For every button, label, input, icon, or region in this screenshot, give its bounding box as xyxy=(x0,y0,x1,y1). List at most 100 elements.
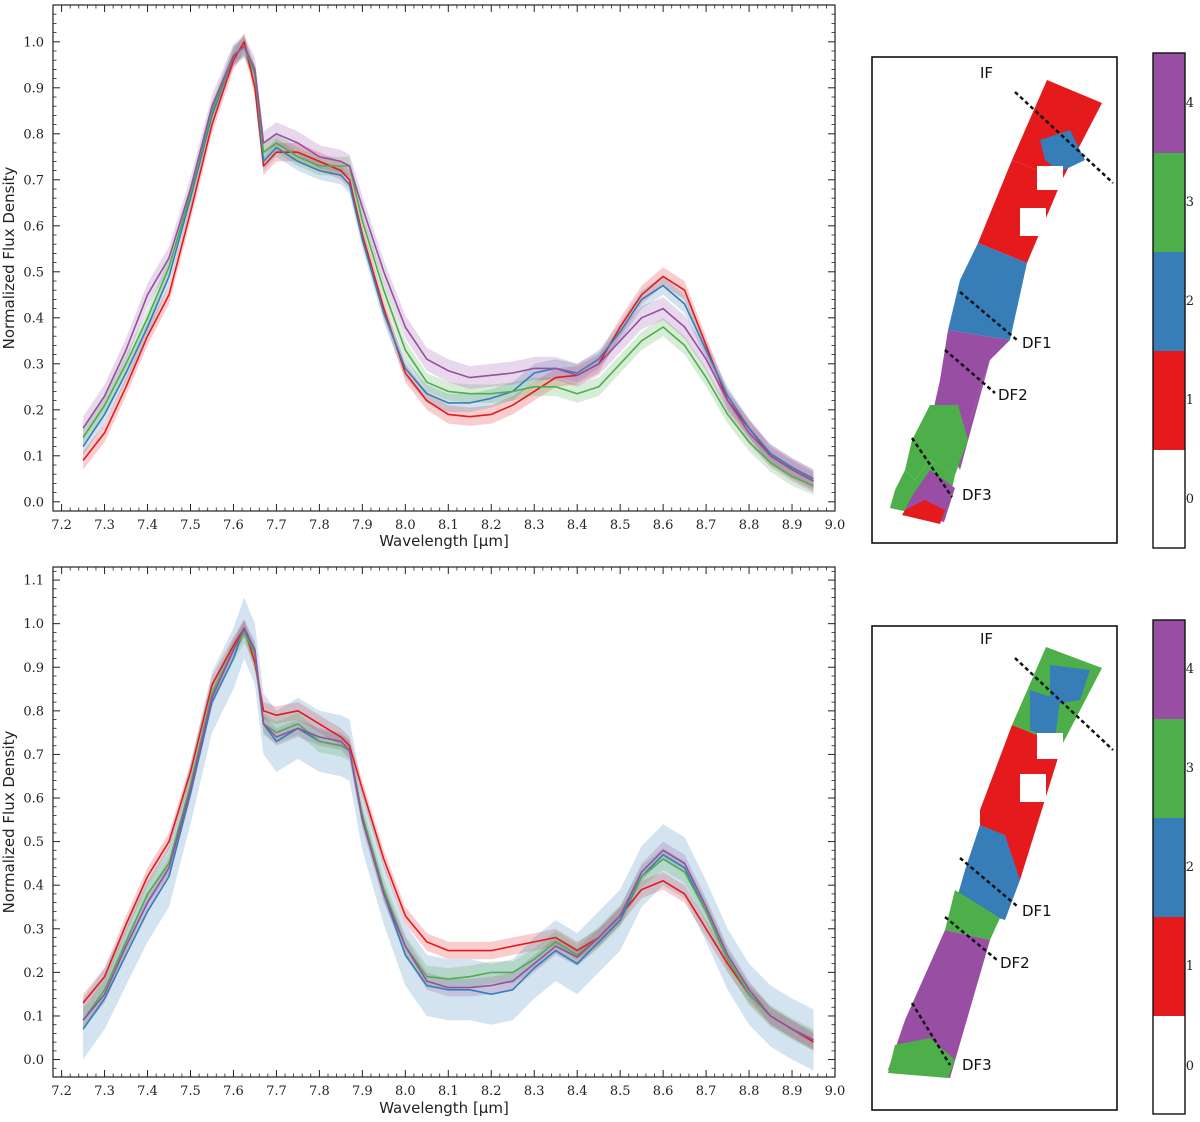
map-region-cluster-2 xyxy=(948,243,1027,340)
map-region-cluster-4 xyxy=(888,930,990,1078)
series-line-4 xyxy=(82,627,814,1041)
series-line-3 xyxy=(82,45,814,487)
x-tick-label: 8.8 xyxy=(739,518,760,533)
y-tick-label: 0.2 xyxy=(23,403,44,418)
uncertainty-band-series-2 xyxy=(83,597,814,1071)
x-tick-label: 8.1 xyxy=(438,1084,459,1099)
top-series-lines xyxy=(82,40,814,487)
y-tick-label: 1.0 xyxy=(23,617,44,632)
x-tick-label: 8.3 xyxy=(524,518,545,533)
y-tick-label: 0.7 xyxy=(23,173,44,188)
x-tick-label: 8.9 xyxy=(782,518,803,533)
x-tick-label: 7.2 xyxy=(51,1084,72,1099)
map-region-cluster-1 xyxy=(902,500,945,524)
x-tick-label: 9.0 xyxy=(825,1084,846,1099)
series-line-1 xyxy=(82,40,814,482)
top-y-axis-label: Normalized Flux Density xyxy=(0,166,18,349)
x-tick-label: 7.4 xyxy=(137,518,158,533)
series-line-1 xyxy=(82,627,814,1043)
colorbar-swatch-2 xyxy=(1153,818,1185,917)
series-line-4 xyxy=(82,45,814,482)
map-line-df2 xyxy=(944,916,998,961)
map-label-df2: DF2 xyxy=(1000,954,1030,972)
bottom-colorbar: 0 1 2 3 4 xyxy=(1152,619,1194,1115)
y-tick-label: 0.2 xyxy=(23,966,44,981)
series-line-2 xyxy=(82,45,814,480)
x-tick-label: 7.7 xyxy=(266,1084,287,1099)
y-tick-label: 0.7 xyxy=(23,748,44,763)
colorbar-swatch-0 xyxy=(1153,450,1185,548)
x-tick-label: 8.7 xyxy=(696,1084,717,1099)
x-tick-label: 7.3 xyxy=(94,518,115,533)
x-tick-label: 7.5 xyxy=(180,518,201,533)
x-tick-label: 8.5 xyxy=(610,1084,631,1099)
x-tick-label: 7.2 xyxy=(51,518,72,533)
x-tick-label: 7.7 xyxy=(266,518,287,533)
x-tick-label: 8.2 xyxy=(481,518,502,533)
map-label-df1: DF1 xyxy=(1022,902,1052,920)
map-label-if: IF xyxy=(980,64,993,82)
y-tick-label: 1.1 xyxy=(23,574,44,589)
series-line-3 xyxy=(82,631,814,1041)
y-tick-label: 0.1 xyxy=(23,1009,44,1024)
series-line-2 xyxy=(82,627,814,1041)
y-tick-label: 0.4 xyxy=(23,879,44,894)
top-spectrum-chart: 7.2 7.3 7.4 7.5 7.6 7.7 7.8 7.9 8.0 8.1 8.2 8.3 8.4 8… xyxy=(0,4,845,550)
x-tick-label: 8.2 xyxy=(481,1084,502,1099)
colorbar-swatch-3 xyxy=(1153,719,1185,818)
y-tick-label: 0.9 xyxy=(23,661,44,676)
bottom-axis-ticks: 7.2 7.3 7.4 7.5 7.6 7.7 7.8 7.9 8.0 8.1 8.2 8.3 8.4 8… xyxy=(23,567,845,1099)
map-masked-pixel xyxy=(1020,208,1046,236)
colorbar-frame xyxy=(1152,52,1186,549)
map-masked-pixel xyxy=(1020,774,1046,802)
x-tick-label: 7.5 xyxy=(180,1084,201,1099)
map-masked-pixel xyxy=(1037,733,1063,759)
map-label-df3: DF3 xyxy=(962,1056,992,1074)
uncertainty-band-series-3 xyxy=(83,621,814,1051)
y-tick-label: 1.0 xyxy=(23,35,44,50)
x-tick-label: 8.0 xyxy=(395,1084,416,1099)
x-tick-label: 7.6 xyxy=(223,518,244,533)
x-tick-label: 8.3 xyxy=(524,1084,545,1099)
map-line-if xyxy=(1014,657,1114,751)
top-axis-ticks: 7.2 7.3 7.4 7.5 7.6 7.7 7.8 7.9 8.0 8.1 8.2 8.3 8.4 8… xyxy=(23,5,845,533)
colorbar-swatch-1 xyxy=(1153,351,1185,450)
colorbar-swatch-4 xyxy=(1153,620,1185,719)
uncertainty-band-series-3 xyxy=(83,37,814,495)
map-line-df3 xyxy=(910,1002,952,1066)
map-region-cluster-2 xyxy=(1050,665,1090,705)
x-tick-label: 8.0 xyxy=(395,518,416,533)
y-tick-label: 0.8 xyxy=(23,127,44,142)
bottom-x-axis-label: Wavelength [μm] xyxy=(379,1099,509,1117)
colorbar-tick-label: 2 xyxy=(1186,294,1194,309)
map-label-if: IF xyxy=(980,630,993,648)
map-label-df2: DF2 xyxy=(998,386,1028,404)
x-tick-label: 7.6 xyxy=(223,1084,244,1099)
x-tick-label: 7.8 xyxy=(309,518,330,533)
colorbar-swatch-1 xyxy=(1153,917,1185,1016)
uncertainty-band-series-4 xyxy=(83,34,814,493)
x-tick-label: 8.9 xyxy=(782,1084,803,1099)
colorbar-tick-label: 0 xyxy=(1186,1059,1194,1074)
x-tick-label: 8.6 xyxy=(653,518,674,533)
x-tick-label: 8.6 xyxy=(653,1084,674,1099)
x-tick-label: 8.1 xyxy=(438,518,459,533)
x-tick-label: 7.8 xyxy=(309,1084,330,1099)
x-tick-label: 8.5 xyxy=(610,518,631,533)
colorbar-swatch-2 xyxy=(1153,252,1185,351)
x-tick-label: 7.4 xyxy=(137,1084,158,1099)
x-tick-label: 7.3 xyxy=(94,1084,115,1099)
y-tick-label: 0.3 xyxy=(23,357,44,372)
bottom-y-axis-label: Normalized Flux Density xyxy=(0,730,18,913)
y-tick-label: 0.5 xyxy=(23,835,44,850)
y-tick-label: 0.5 xyxy=(23,265,44,280)
colorbar-tick-label: 4 xyxy=(1186,96,1194,111)
y-tick-label: 0.6 xyxy=(23,219,44,234)
map-line-df3 xyxy=(910,437,954,498)
map-region-cluster-2 xyxy=(1030,690,1060,740)
y-tick-label: 0.3 xyxy=(23,922,44,937)
colorbar-swatch-0 xyxy=(1153,1016,1185,1114)
y-tick-label: 0.9 xyxy=(23,81,44,96)
map-label-df1: DF1 xyxy=(1022,334,1052,352)
